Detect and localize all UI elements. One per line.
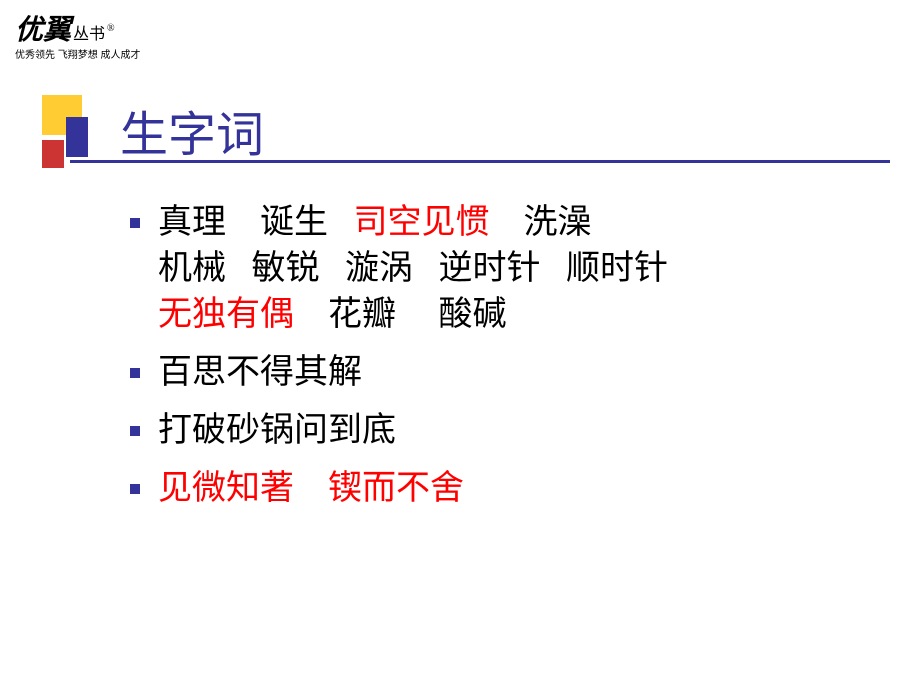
logo-registered-icon: ® <box>107 23 115 34</box>
vocab-word-highlight: 无独有偶 <box>158 296 294 333</box>
vocab-word: 逆时针 <box>439 250 541 287</box>
vocab-word-highlight: 见微知著 <box>158 470 294 507</box>
blue-square-icon <box>66 117 88 157</box>
vocabulary-block-1: 真理 诞生 司空见惯 洗澡 机械 敏锐 漩涡 逆时针 顺时针 无独有偶 花瓣 酸… <box>158 200 668 338</box>
logo-tagline: 优秀领先 飞翔梦想 成人成才 <box>15 46 141 61</box>
vocab-word: 机械 <box>158 250 226 287</box>
vocab-phrase-highlight: 见微知著 锲而不舍 <box>158 466 464 512</box>
vocab-word: 顺时针 <box>566 250 668 287</box>
page-title: 生字词 <box>120 95 264 165</box>
bullet-icon <box>130 368 140 378</box>
vocab-word: 真理 <box>158 204 226 241</box>
content-area: 真理 诞生 司空见惯 洗澡 机械 敏锐 漩涡 逆时针 顺时针 无独有偶 花瓣 酸… <box>130 200 900 524</box>
vocab-word: 诞生 <box>260 204 328 241</box>
vocab-word: 敏锐 <box>252 250 320 287</box>
vocab-word: 酸碱 <box>439 296 507 333</box>
vocab-word: 花瓣 <box>328 296 396 333</box>
list-item: 真理 诞生 司空见惯 洗澡 机械 敏锐 漩涡 逆时针 顺时针 无独有偶 花瓣 酸… <box>130 200 900 338</box>
bullet-icon <box>130 218 140 228</box>
vocab-word: 洗澡 <box>524 204 592 241</box>
logo-sub: 丛书 <box>73 20 105 44</box>
vocab-phrase: 百思不得其解 <box>158 350 362 396</box>
red-square-icon <box>42 140 64 168</box>
vocab-word: 漩涡 <box>345 250 413 287</box>
list-item: 百思不得其解 <box>130 350 900 396</box>
logo-text: 优翼 <box>15 8 71 48</box>
logo-main: 优翼 丛书 ® <box>15 8 141 48</box>
bullet-icon <box>130 484 140 494</box>
vocab-word-highlight: 司空见惯 <box>354 204 490 241</box>
list-item: 打破砂锅问到底 <box>130 408 900 454</box>
title-decoration <box>42 95 102 155</box>
title-underline <box>70 160 890 163</box>
bullet-icon <box>130 426 140 436</box>
vocab-phrase: 打破砂锅问到底 <box>158 408 396 454</box>
vocab-word-highlight: 锲而不舍 <box>328 470 464 507</box>
list-item: 见微知著 锲而不舍 <box>130 466 900 512</box>
logo-area: 优翼 丛书 ® 优秀领先 飞翔梦想 成人成才 <box>15 8 141 61</box>
